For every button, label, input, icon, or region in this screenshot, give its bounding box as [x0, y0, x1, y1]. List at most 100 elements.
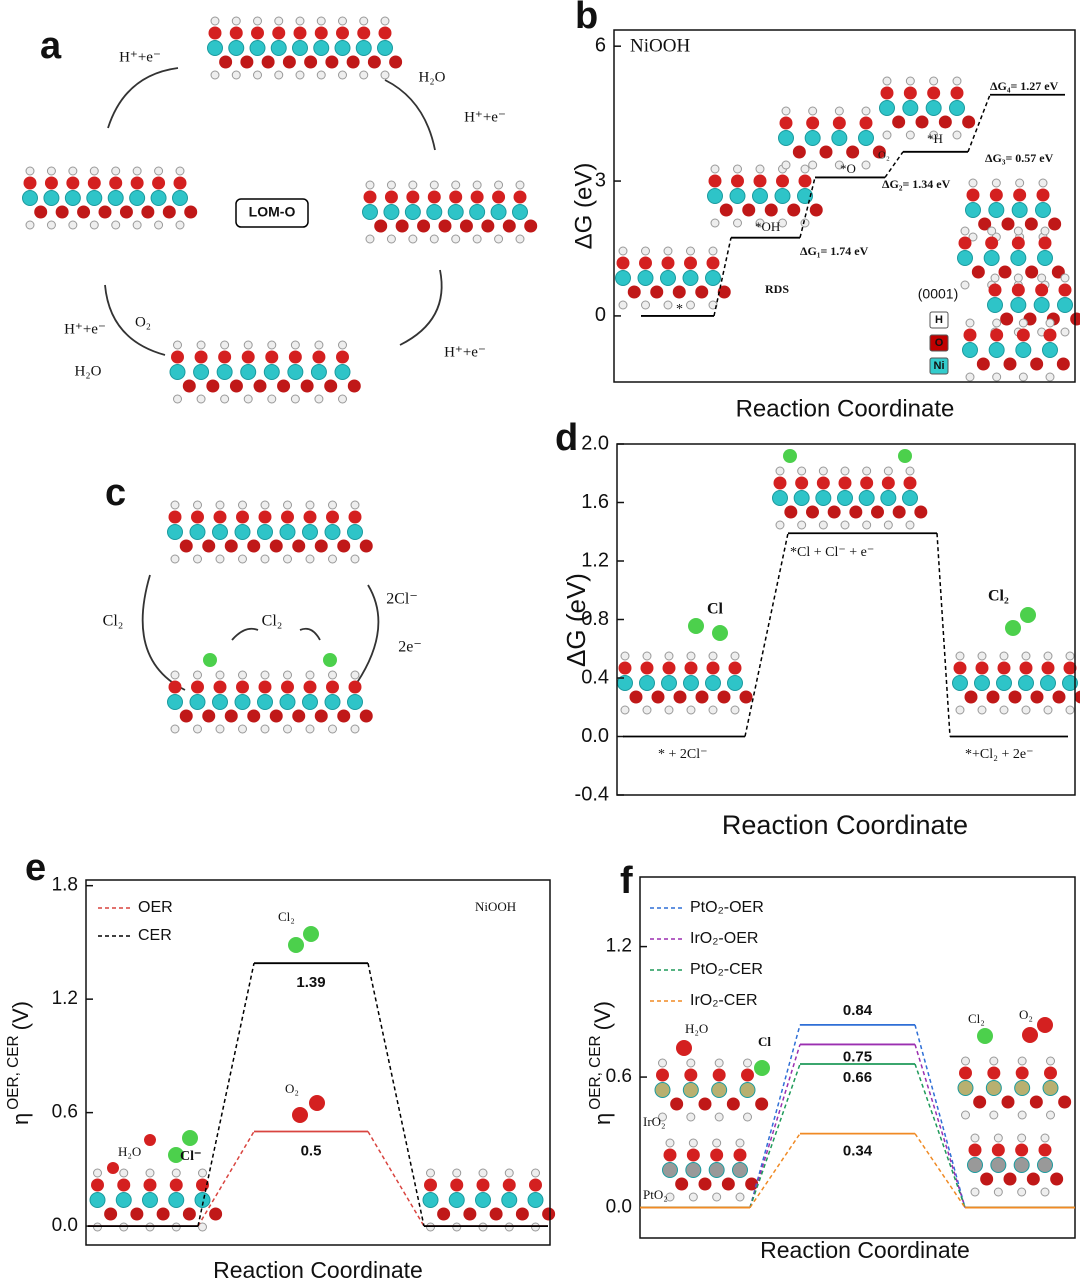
y-tick-label: 0.6 [606, 1066, 632, 1087]
atom-metal [974, 675, 990, 691]
atom-h [862, 520, 872, 530]
atom-metal [988, 202, 1005, 218]
atom-o [784, 505, 798, 519]
atom-metal [1037, 1157, 1053, 1173]
atom-o [450, 1178, 464, 1192]
atom-h [210, 70, 220, 80]
molecule [617, 651, 753, 715]
atom-o [23, 176, 37, 190]
annotation: ΔG₄= 1.27 eV [990, 79, 1059, 93]
y-tick-label: 0 [595, 304, 606, 326]
atom-o [208, 26, 222, 40]
atom-h [797, 466, 807, 476]
atom-o [300, 379, 314, 393]
atom-o [476, 1178, 490, 1192]
y-tick-label: 1.8 [52, 875, 78, 896]
value-label: 0.34 [843, 1143, 873, 1160]
atom-h [338, 70, 347, 80]
atom-h [952, 130, 962, 140]
atom-h [775, 520, 785, 530]
atom-h [642, 651, 652, 661]
atom-metal [729, 188, 746, 204]
atom-metal [377, 40, 393, 56]
annotation: Cl₂ [988, 588, 1009, 605]
atom-h [93, 1168, 102, 1178]
atom-o [728, 661, 742, 675]
atom-h [515, 234, 525, 244]
atom-h [688, 1192, 698, 1202]
diagram-text: O₂ [135, 314, 151, 330]
atom-o [406, 190, 420, 204]
atom-h [451, 180, 461, 190]
atom-o [1026, 1172, 1040, 1186]
atom-metal [150, 190, 167, 206]
atom-h [1060, 327, 1070, 337]
legend-label: OER [138, 899, 173, 916]
atom-h [686, 705, 696, 715]
atom-metal [64, 190, 81, 206]
atom-metal [249, 40, 266, 56]
atom-metal [334, 364, 351, 380]
atom-metal [501, 1192, 518, 1208]
atom-o [292, 539, 306, 553]
atom-h [710, 218, 720, 228]
atom [303, 926, 319, 942]
atom-o [708, 174, 722, 188]
atom-metal [287, 364, 304, 380]
atom-h [708, 246, 718, 256]
atom-h [800, 218, 810, 228]
atom-h [283, 554, 292, 564]
atom-metal [302, 694, 318, 710]
atom-o [374, 219, 388, 233]
atom-o [463, 1207, 477, 1221]
atom-metal [107, 190, 124, 206]
panel-label: c [105, 472, 126, 514]
atom-h [452, 1168, 462, 1178]
atom-o [997, 661, 1011, 675]
atom-h [1021, 651, 1031, 661]
atom-metal [705, 675, 721, 691]
arrow [399, 269, 443, 346]
atom-o [1019, 661, 1033, 675]
atom-metal [129, 190, 146, 206]
atom-h [733, 164, 742, 174]
atom-o [712, 1068, 726, 1082]
atom-h [992, 318, 1002, 328]
atom-o [104, 1207, 118, 1221]
atom-o [218, 350, 232, 364]
atom-h [1040, 1133, 1050, 1143]
atom-metal [263, 364, 280, 380]
annotation: NiOOH [630, 35, 690, 56]
atom-o [661, 256, 675, 270]
atom-o [247, 539, 261, 553]
x-axis-label: Reaction Coordinate [213, 1257, 423, 1283]
atom-h [929, 130, 939, 140]
atom-o [282, 55, 296, 69]
atom-metal [310, 364, 327, 380]
atom-h [1037, 273, 1047, 283]
annotation: *H [927, 131, 943, 146]
atom-cl [203, 653, 217, 667]
y-label-superscript: OER, CER [587, 1035, 604, 1109]
atom-o [953, 661, 967, 675]
atom-h [350, 554, 360, 564]
atom-metal [902, 490, 918, 506]
atom-o [971, 265, 985, 279]
atom-o [141, 205, 155, 219]
atom-metal [362, 204, 378, 220]
atom-o [1058, 1095, 1072, 1109]
atom-h [478, 1168, 488, 1178]
atom-metal [831, 130, 848, 146]
atom-metal [1014, 1080, 1031, 1096]
atom-o [1058, 283, 1072, 297]
atom-h [386, 234, 396, 244]
atom-metal [957, 250, 973, 266]
atom-o [515, 1207, 529, 1221]
atom-h [1018, 318, 1028, 328]
atom-h [665, 1192, 675, 1202]
atom-metal [475, 1192, 491, 1208]
atom-o [986, 690, 1000, 704]
atom-h [328, 500, 337, 510]
annotation: PtO₂ [643, 1187, 668, 1202]
atom-h [515, 180, 525, 190]
